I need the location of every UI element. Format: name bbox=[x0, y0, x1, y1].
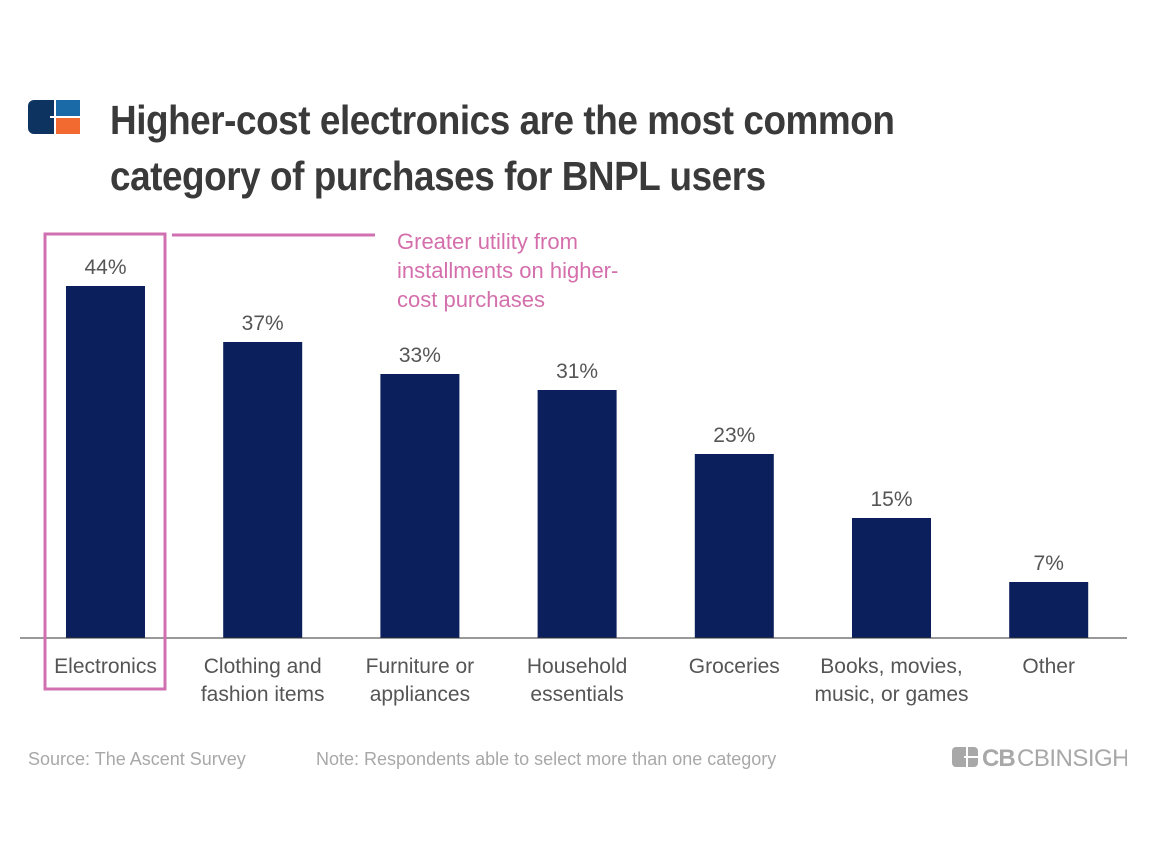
data-label: 44% bbox=[84, 256, 126, 279]
bar bbox=[537, 390, 617, 638]
bar bbox=[1009, 582, 1089, 638]
cb-insights-logo-icon bbox=[28, 100, 80, 134]
bar bbox=[223, 342, 303, 638]
data-label: 31% bbox=[556, 360, 598, 383]
highlight-box bbox=[43, 232, 167, 691]
category-label: Groceries bbox=[689, 655, 780, 678]
svg-text:CB: CB bbox=[982, 745, 1015, 772]
annotation-line: Greater utility from bbox=[397, 229, 578, 254]
category-label: Clothing and bbox=[204, 655, 322, 678]
data-label: 37% bbox=[242, 312, 284, 335]
svg-text:CBINSIGHTS: CBINSIGHTS bbox=[1017, 745, 1127, 772]
category-label: Other bbox=[1022, 655, 1075, 678]
category-label: Electronics bbox=[54, 655, 157, 678]
annotation-line: cost purchases bbox=[397, 287, 545, 312]
title-line-2: category of purchases for BNPL users bbox=[110, 153, 766, 199]
annotation-line: installments on higher- bbox=[397, 258, 619, 283]
bar bbox=[66, 286, 145, 638]
category-label: Furniture or bbox=[366, 655, 475, 678]
category-label: Books, movies, bbox=[820, 655, 962, 678]
category-label: essentials bbox=[530, 683, 623, 706]
note-text: Note: Respondents able to select more th… bbox=[316, 749, 777, 769]
bar bbox=[380, 374, 460, 638]
category-label: fashion items bbox=[201, 683, 325, 706]
data-label: 7% bbox=[1034, 552, 1064, 575]
data-label: 33% bbox=[399, 344, 441, 367]
bar bbox=[852, 518, 931, 638]
data-label: 23% bbox=[713, 424, 755, 447]
source-text: Source: The Ascent Survey bbox=[28, 749, 246, 769]
annotation: Greater utility from installments on hig… bbox=[397, 227, 657, 314]
category-label: music, or games bbox=[814, 683, 968, 706]
cb-insights-brand: CB CBINSIGHTS bbox=[952, 744, 1152, 777]
chart-title: Higher-cost electronics are the most com… bbox=[110, 92, 895, 204]
category-label: Household bbox=[527, 655, 627, 678]
category-label: appliances bbox=[370, 683, 470, 706]
bar bbox=[694, 454, 774, 638]
title-line-1: Higher-cost electronics are the most com… bbox=[110, 97, 895, 143]
data-label: 15% bbox=[870, 488, 912, 511]
cb-insights-wordmark-icon: CB CBINSIGHTS bbox=[952, 745, 1152, 772]
